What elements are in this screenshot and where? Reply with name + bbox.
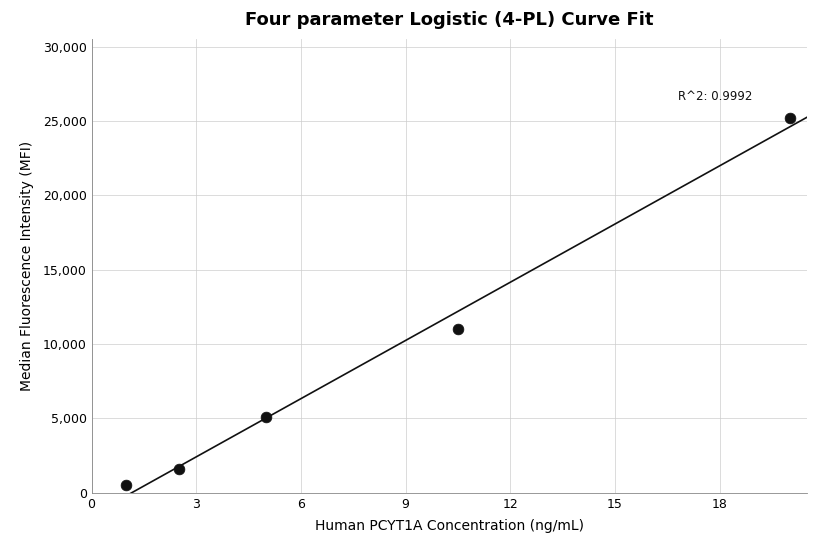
Point	[120, 481, 133, 490]
Y-axis label: Median Fluorescence Intensity (MFI): Median Fluorescence Intensity (MFI)	[21, 141, 34, 391]
Point	[451, 325, 464, 334]
Point	[783, 114, 796, 123]
Point	[260, 413, 273, 422]
Text: R^2: 0.9992: R^2: 0.9992	[678, 90, 752, 103]
Title: Four parameter Logistic (4-PL) Curve Fit: Four parameter Logistic (4-PL) Curve Fit	[245, 11, 653, 29]
X-axis label: Human PCYT1A Concentration (ng/mL): Human PCYT1A Concentration (ng/mL)	[314, 519, 584, 533]
Point	[172, 465, 186, 474]
